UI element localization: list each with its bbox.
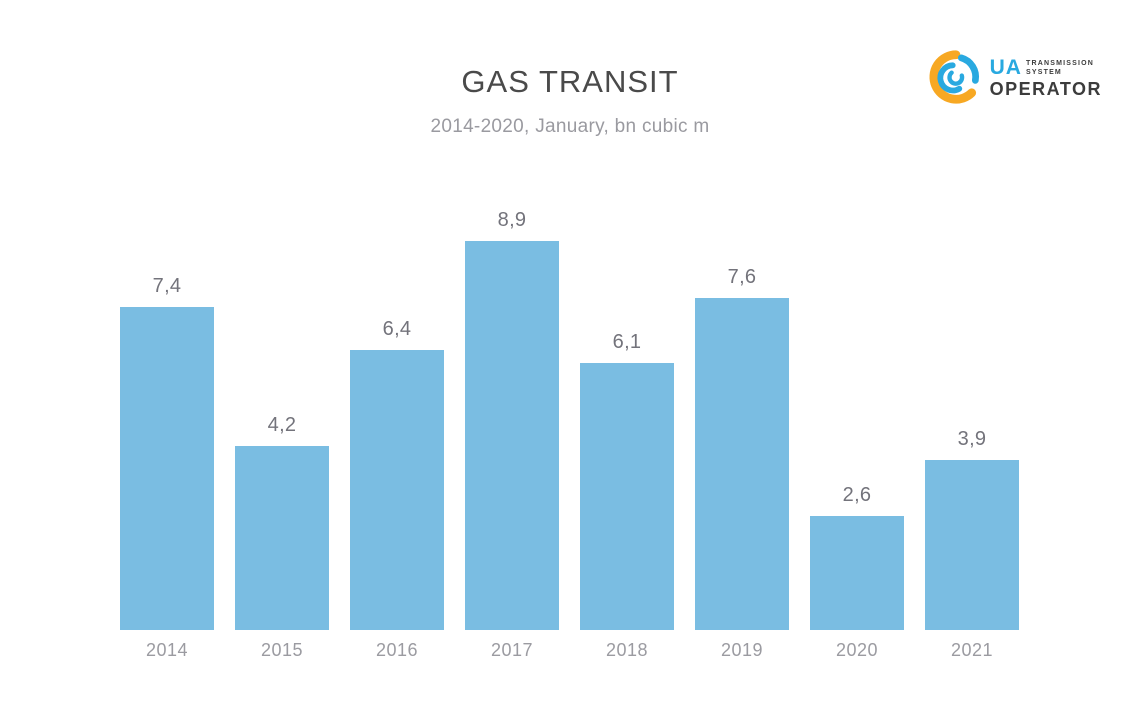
bar bbox=[925, 460, 1019, 630]
x-axis-label: 2019 bbox=[720, 640, 764, 660]
bar-value-label: 2,6 bbox=[842, 484, 872, 506]
bar-column: 3,9 2021 bbox=[925, 428, 1019, 661]
chart-subtitle: 2014-2020, January, bn cubic m bbox=[430, 116, 710, 137]
logo-operator: OPERATOR bbox=[989, 78, 1102, 99]
bar-value-label: 7,4 bbox=[152, 275, 182, 297]
bar-column: 7,6 2019 bbox=[695, 266, 789, 661]
bar-column: 2,6 2020 bbox=[810, 484, 904, 661]
bar-column: 4,2 2015 bbox=[235, 414, 329, 661]
x-axis-label: 2021 bbox=[950, 640, 994, 660]
x-axis-label: 2018 bbox=[605, 640, 649, 660]
logo-swirl-icon bbox=[929, 50, 979, 104]
logo-text: UA TRANSMISSION SYSTEM OPERATOR bbox=[990, 57, 1102, 98]
bar-value-label: 4,2 bbox=[267, 414, 297, 436]
chart-header: GAS TRANSIT 2014-2020, January, bn cubic… bbox=[0, 0, 1140, 138]
bar-column: 8,9 2017 bbox=[465, 209, 559, 661]
logo-ua: UA bbox=[989, 55, 1022, 79]
x-axis-label: 2016 bbox=[375, 640, 419, 660]
bar-column: 6,1 2018 bbox=[580, 331, 674, 661]
chart-title: GAS TRANSIT bbox=[461, 64, 679, 99]
x-axis-label: 2020 bbox=[835, 640, 879, 660]
bar bbox=[465, 241, 559, 630]
x-axis-label: 2017 bbox=[490, 640, 534, 660]
logo-system: SYSTEM bbox=[1025, 68, 1062, 76]
bar-value-label: 6,1 bbox=[612, 331, 642, 353]
bar bbox=[810, 516, 904, 630]
logo-transmission: TRANSMISSION bbox=[1025, 59, 1095, 67]
x-axis-label: 2014 bbox=[145, 640, 189, 660]
x-axis-label: 2015 bbox=[260, 640, 304, 660]
bar-value-label: 6,4 bbox=[382, 318, 412, 340]
ua-tso-logo: UA TRANSMISSION SYSTEM OPERATOR bbox=[927, 48, 1102, 106]
bar bbox=[580, 363, 674, 630]
bar-column: 6,4 2016 bbox=[350, 318, 444, 661]
bar-chart: 7,4 2014 4,2 2015 6,4 2016 8,9 2017 6,1 2018 7,6 20… bbox=[120, 209, 1019, 661]
bar-value-label: 7,6 bbox=[727, 266, 757, 288]
bar bbox=[120, 307, 214, 630]
bar-value-label: 8,9 bbox=[497, 209, 527, 231]
bar bbox=[235, 446, 329, 630]
bar-value-label: 3,9 bbox=[957, 428, 987, 450]
bar-column: 7,4 2014 bbox=[120, 275, 214, 661]
bar bbox=[350, 350, 444, 630]
bar bbox=[695, 298, 789, 630]
